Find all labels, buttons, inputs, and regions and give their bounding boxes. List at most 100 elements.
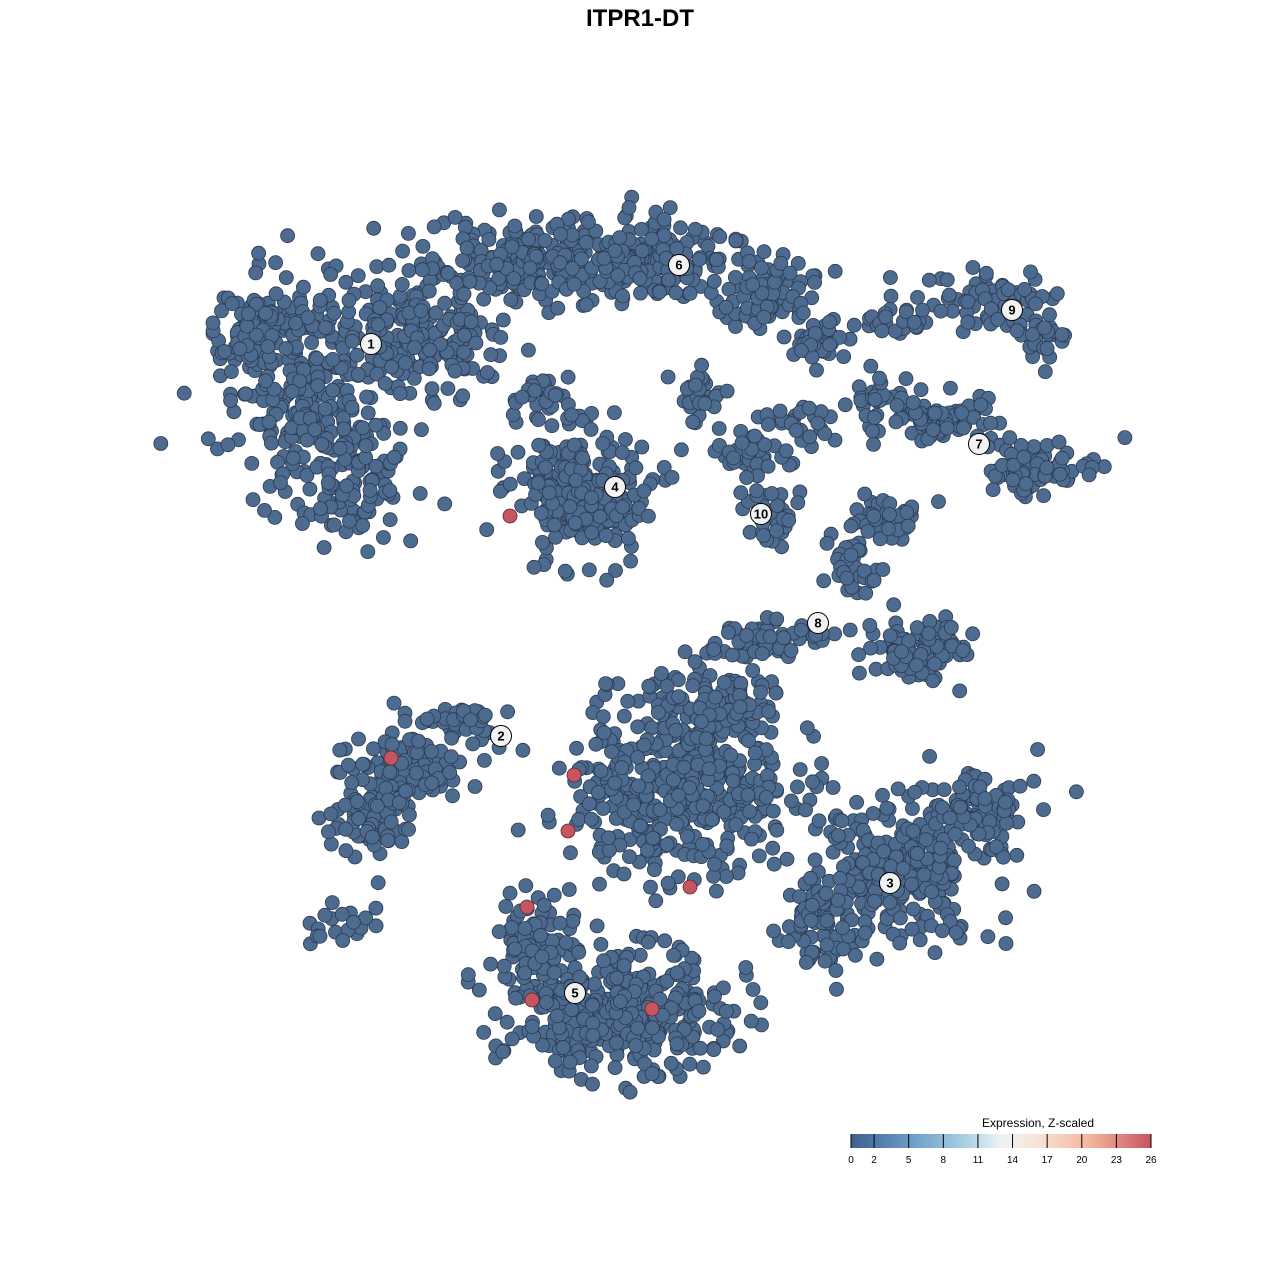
cell-point [648, 893, 664, 909]
cell-point [401, 305, 417, 321]
high-expression-cell-point [502, 508, 518, 524]
cell-point [740, 787, 756, 803]
cell-point [836, 349, 852, 365]
cell-point [1005, 472, 1021, 488]
cell-point [688, 377, 703, 393]
cell-point [442, 765, 458, 780]
cell-point [716, 804, 732, 820]
cell-point [943, 620, 959, 635]
cell-point [365, 741, 381, 757]
cell-point [685, 678, 701, 694]
cell-point [273, 475, 288, 491]
cell-point [634, 221, 649, 237]
cell-point [671, 787, 686, 803]
cell-point [772, 403, 788, 419]
cell-point [918, 832, 934, 848]
cell-point [769, 822, 785, 838]
cell-point [395, 243, 411, 259]
cell-point [491, 924, 507, 940]
cell-point [571, 811, 587, 827]
cell-point [344, 775, 360, 790]
cell-point [728, 269, 743, 285]
cell-point [423, 744, 439, 759]
cell-point [214, 303, 229, 319]
cell-point [939, 420, 955, 436]
cluster-label-7: 7 [968, 433, 990, 455]
cell-point [756, 309, 772, 325]
cluster-label-4: 4 [604, 476, 626, 498]
cell-point [849, 795, 864, 810]
cell-point [498, 899, 514, 914]
cell-point [590, 785, 606, 800]
cell-point [742, 524, 758, 540]
cell-point [479, 365, 495, 380]
cell-point [835, 941, 851, 957]
cell-point [424, 381, 440, 397]
cell-point [495, 312, 511, 328]
cell-point [392, 386, 408, 402]
cell-point [762, 629, 778, 645]
cell-point [317, 907, 333, 923]
cell-point [874, 323, 890, 339]
cell-point [508, 990, 523, 1006]
cell-point [754, 260, 769, 276]
cell-point [614, 760, 630, 776]
cell-point [316, 540, 332, 555]
cell-point [581, 214, 596, 230]
cell-point [443, 749, 459, 764]
cell-point [455, 253, 470, 269]
cell-point [769, 611, 785, 627]
cell-point [867, 410, 882, 425]
cell-point [925, 422, 941, 438]
cell-point [585, 1076, 600, 1092]
cell-point [535, 535, 550, 550]
cell-point [562, 499, 578, 515]
cell-point [614, 445, 630, 460]
cell-point [609, 1035, 624, 1051]
cell-point [790, 495, 806, 511]
cell-point [615, 499, 630, 515]
cell-point [728, 319, 743, 334]
cell-point [426, 219, 442, 235]
cell-point [765, 803, 781, 819]
cell-point [394, 834, 410, 849]
cell-point [384, 736, 400, 752]
cell-point [397, 355, 413, 371]
cell-point [596, 725, 612, 741]
cell-point [924, 884, 940, 900]
cell-point [539, 995, 554, 1010]
cell-point [564, 1002, 580, 1018]
cell-point [527, 383, 543, 399]
cell-point [223, 393, 239, 408]
cell-point [801, 400, 817, 416]
cell-point [694, 714, 709, 729]
cell-point [781, 934, 796, 950]
high-expression-cell-point [566, 767, 582, 783]
cell-point [822, 314, 837, 330]
legend-tick-label: 26 [1145, 1155, 1157, 1166]
cell-point [566, 276, 582, 292]
cell-point [943, 380, 958, 396]
cell-point [596, 953, 611, 969]
cell-point [507, 218, 523, 234]
cell-point [541, 485, 557, 501]
cell-point [224, 296, 240, 312]
cell-point [558, 935, 574, 950]
cell-point [245, 492, 261, 508]
cell-point [988, 839, 1004, 855]
cell-point [644, 231, 660, 247]
cell-point [415, 238, 431, 254]
cell-point [568, 472, 584, 488]
cell-point [910, 289, 925, 305]
cell-point [521, 231, 536, 247]
cell-point [325, 351, 341, 367]
legend-tick-label: 14 [1007, 1155, 1019, 1166]
cell-point [641, 508, 656, 524]
cell-point [557, 563, 573, 579]
cell-point [462, 274, 478, 289]
cell-point [628, 1038, 644, 1053]
cell-point [555, 1040, 571, 1055]
cell-point [726, 450, 741, 466]
cell-point [645, 1020, 660, 1036]
cell-point [447, 209, 463, 225]
